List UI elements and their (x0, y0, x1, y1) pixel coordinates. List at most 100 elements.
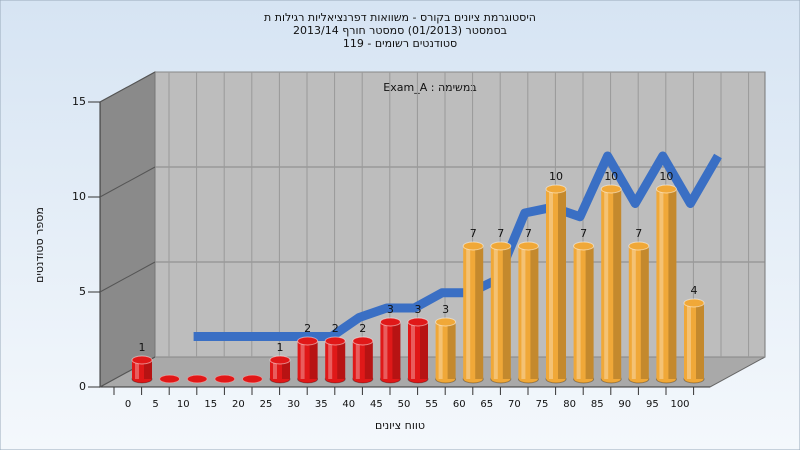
bar-top (159, 374, 181, 384)
bar (518, 246, 539, 379)
bar-shine (549, 189, 553, 379)
x-tick-label: 95 (646, 399, 659, 410)
bar-shade (613, 189, 622, 379)
y-tick-label: 15 (72, 95, 86, 108)
title-line: בסמסטר (01/2013) סמסטר חורף 2013/14 (293, 24, 507, 37)
y-tick-label: 10 (72, 190, 86, 203)
bar-shade (475, 246, 484, 379)
bar-shade (364, 341, 373, 379)
bar (297, 341, 318, 379)
left-wall (99, 71, 156, 388)
x-tick-label: 0 (125, 399, 131, 410)
bar-shine (355, 341, 360, 379)
bar-shade (668, 189, 677, 379)
y-tick-label: 5 (79, 285, 86, 298)
bar-shine (328, 341, 333, 379)
bar (546, 189, 566, 379)
bar-top (683, 298, 705, 308)
x-tick-label: 35 (315, 399, 328, 410)
x-tick-label: 10 (177, 399, 190, 410)
bar-shine (604, 189, 609, 379)
bar-shine (659, 189, 664, 379)
x-tick-label: 65 (480, 399, 493, 410)
grid-line (99, 261, 156, 293)
value-label: 10 (549, 170, 563, 183)
bar-shade (420, 322, 428, 379)
value-label: 2 (332, 322, 339, 335)
bar-shine (631, 246, 636, 379)
x-tick-label: 55 (425, 399, 438, 410)
grid-line (99, 71, 156, 103)
y-tick-label: 0 (79, 380, 86, 393)
bar-shine (273, 360, 277, 379)
value-label: 1 (139, 341, 146, 354)
bar (380, 322, 401, 379)
bar-shine (576, 246, 581, 379)
value-label: 7 (580, 227, 587, 240)
bar-shine (135, 360, 139, 379)
value-label: 7 (635, 227, 642, 240)
bar-top (297, 336, 319, 346)
bar (325, 341, 346, 379)
bar-shade (309, 341, 318, 379)
x-tick-label: 20 (232, 399, 245, 410)
x-tick-label: 50 (398, 399, 411, 410)
curve (193, 151, 722, 341)
bar (601, 189, 622, 379)
value-label: 3 (387, 303, 394, 316)
bar-shine (300, 341, 305, 379)
bar-top (628, 241, 650, 251)
bar-top (241, 374, 263, 384)
bar-shade (447, 322, 456, 379)
x-tick-label: 40 (342, 399, 355, 410)
bar-top (600, 184, 622, 194)
x-tick-label: 5 (152, 399, 158, 410)
bar-shade (337, 341, 346, 379)
bar (628, 246, 649, 379)
bar (463, 246, 484, 379)
bar (408, 322, 428, 379)
x-tick-label: 70 (508, 399, 521, 410)
value-label: 7 (497, 227, 504, 240)
bar-top (545, 184, 567, 194)
bar-top (462, 241, 484, 251)
title-line: היסטוגרמת ציונים בקורס - משוואות דפרנציא… (264, 11, 536, 24)
bar-shade (282, 360, 290, 379)
annotation: Exam_A : במשימה (383, 81, 476, 94)
bar (352, 341, 373, 379)
title-line: סטודנטים רשומים - 119 (343, 37, 457, 50)
bar-shine (411, 322, 415, 379)
bar-top (379, 317, 401, 327)
bar (435, 322, 456, 379)
bar (684, 303, 704, 379)
x-tick-label: 60 (453, 399, 466, 410)
value-label: 7 (525, 227, 532, 240)
bar-top (407, 317, 429, 327)
bar (490, 246, 511, 379)
bar-shade (392, 322, 401, 379)
bar-top (573, 241, 595, 251)
x-tick-label: 80 (563, 399, 576, 410)
value-label: 10 (659, 170, 673, 183)
bar (573, 246, 594, 379)
bar-shade (530, 246, 539, 379)
bar-top (186, 374, 208, 384)
value-label: 10 (604, 170, 618, 183)
x-tick-label: 90 (618, 399, 631, 410)
bar-top (490, 241, 512, 251)
bar-shade (502, 246, 511, 379)
y-axis-label: מספר סטודנטים (33, 207, 46, 283)
bar-shine (493, 246, 498, 379)
bar-shine (383, 322, 388, 379)
x-tick-label: 25 (260, 399, 273, 410)
value-label: 3 (415, 303, 422, 316)
value-label: 3 (442, 303, 449, 316)
bar (270, 360, 290, 379)
bar-shine (466, 246, 471, 379)
bar-top (131, 355, 153, 365)
value-label: 1 (277, 341, 284, 354)
bar-shade (640, 246, 649, 379)
x-tick-label: 75 (536, 399, 549, 410)
bar-shade (585, 246, 594, 379)
x-tick-label: 100 (670, 399, 689, 410)
